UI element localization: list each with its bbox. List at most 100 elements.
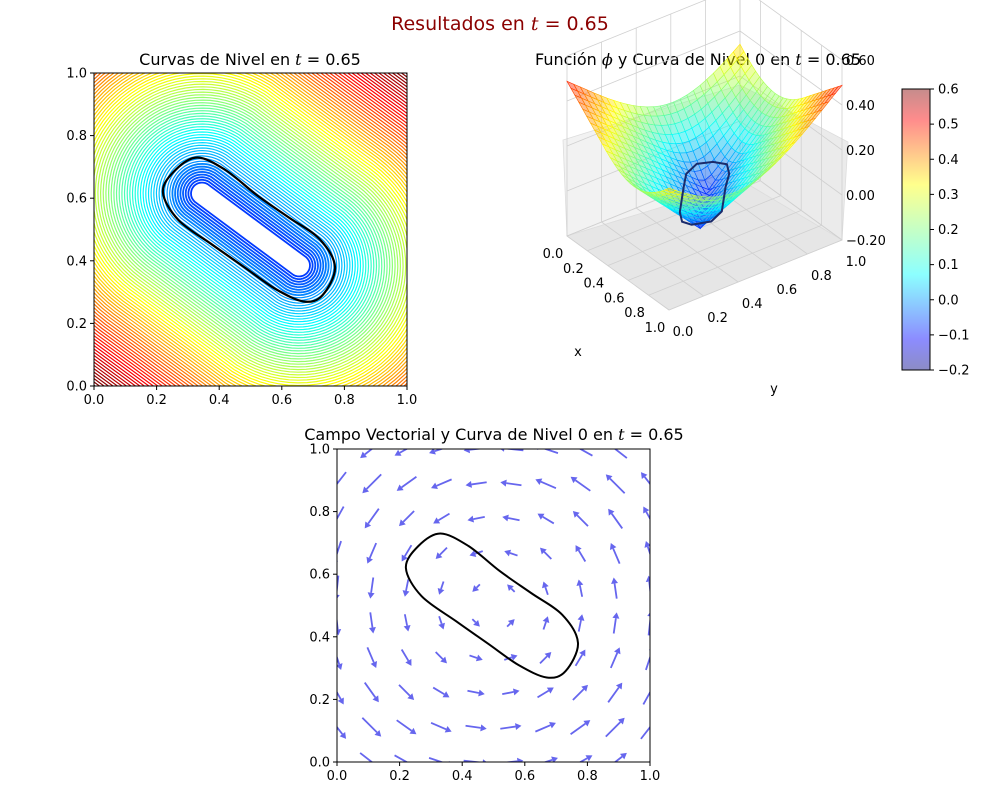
- contour-level-line: [190, 181, 311, 278]
- pane-grid-line: [601, 221, 704, 297]
- quiver-plot-area: [337, 449, 650, 762]
- contour-ytick-label: 1.0: [66, 67, 87, 82]
- colorbar-tick-label: 0.5: [938, 118, 959, 133]
- colorbar-tick-label: 0.4: [938, 153, 959, 168]
- colorbar-tick-label: 0.6: [938, 83, 959, 98]
- quiver-arrow: [398, 684, 415, 700]
- contour-level-line: [110, 102, 391, 357]
- contour-xtick-label: 0.6: [271, 393, 292, 408]
- quiver-arrow: [368, 612, 376, 634]
- surface-ztick-label: −0.20: [846, 234, 886, 249]
- quiver-arrow: [363, 682, 379, 703]
- pane-grid-line: [668, 239, 843, 311]
- contour-frame: [93, 72, 408, 387]
- surface-title: Función ϕ y Curva de Nivel 0 en t = 0.65: [535, 50, 861, 69]
- quiver-arrow: [364, 508, 380, 529]
- contour-level-line: [94, 73, 407, 386]
- contour-level-line: [97, 88, 404, 371]
- contour-level-line: [176, 168, 325, 291]
- quiver-arrow: [361, 717, 382, 737]
- quiver-arrow: [613, 449, 628, 459]
- quiver-arrow: [643, 506, 650, 521]
- contour-level-line: [121, 112, 380, 347]
- colorbar-tick-label: −0.1: [938, 328, 970, 343]
- surface-ytick-label: 0.6: [776, 283, 797, 298]
- quiver-arrow: [640, 472, 650, 486]
- quiver-arrow: [337, 690, 344, 705]
- quiver-ytick-label: 0.4: [309, 630, 330, 645]
- surface-xtick-label: 0.6: [604, 291, 625, 306]
- contour-level-line: [153, 144, 348, 315]
- contour-level-line: [102, 94, 399, 365]
- contour-xtick-label: 0.0: [84, 393, 105, 408]
- contour-ytick-label: 0.6: [66, 192, 87, 207]
- quiver-arrow: [574, 649, 586, 667]
- quiver-arrow: [642, 690, 650, 705]
- quiver-arrow: [438, 615, 445, 630]
- contour-level-line: [150, 141, 351, 318]
- quiver-arrow: [640, 725, 650, 740]
- colorbar-ticks: 0.6 0.5 0.4 0.3 0.2 0.1 0.0 −0.1 −0.2: [930, 83, 970, 379]
- contour-level-line: [118, 110, 383, 349]
- contour-ytick-label: 0.8: [66, 129, 87, 144]
- contour-level-line: [113, 104, 388, 355]
- quiver-arrow: [467, 689, 485, 697]
- contour-level-line: [158, 149, 343, 310]
- quiver-arrow: [539, 652, 552, 664]
- pane-grid-line: [566, 0, 843, 61]
- quiver-arrow: [570, 476, 591, 492]
- surface-ztick-label: 0.20: [846, 144, 875, 159]
- quiver-arrow: [542, 581, 549, 596]
- surface-mesh: [566, 43, 843, 230]
- colorbar-tick-label: 0.0: [938, 293, 959, 308]
- quiver-title: Campo Vectorial y Curva de Nivel 0 en t …: [304, 425, 683, 444]
- contour-level-line: [131, 123, 370, 336]
- surface-xtick-label: 0.8: [624, 306, 645, 321]
- quiver-xtick-label: 0.2: [389, 769, 410, 784]
- colorbar: [902, 89, 930, 370]
- surface-panel: Función ϕ y Curva de Nivel 0 en t = 0.65…: [535, 0, 970, 397]
- contour-level-line: [147, 139, 354, 320]
- colorbar-tick-label: 0.3: [938, 188, 959, 203]
- contour-level-line: [142, 134, 359, 325]
- quiver-arrow: [467, 515, 485, 523]
- contour-level-line: [145, 136, 356, 323]
- quiver-axes: 0.0 0.2 0.4 0.6 0.8 1.0 0.0 0.2 0.4 0.6 0.8 1.0: [309, 443, 660, 785]
- surface-ztick-label: 0.40: [846, 99, 875, 114]
- quiver-arrow: [607, 682, 623, 703]
- quiver-arrow: [578, 755, 593, 762]
- surface-ylabel: y: [770, 382, 778, 397]
- surface-xtick-label: 0.4: [583, 277, 604, 292]
- contour-level-line: [126, 118, 375, 341]
- quiver-ytick-label: 0.6: [309, 568, 330, 583]
- surface-ytick-label: 0.4: [742, 297, 763, 312]
- surface-ytick-label: 1.0: [846, 255, 867, 270]
- contour-level-line: [161, 152, 340, 307]
- quiver-arrow: [540, 547, 552, 560]
- quiver-arrow: [500, 723, 522, 731]
- surface-zero-level-curve: [678, 160, 731, 226]
- quiver-arrow: [611, 577, 619, 599]
- contour-level-line: [174, 165, 327, 294]
- quiver-arrow: [394, 449, 409, 456]
- contour-level-line: [94, 73, 407, 386]
- quiver-ytick-label: 0.0: [309, 756, 330, 771]
- quiver-arrow: [471, 618, 480, 627]
- quiver-xtick-label: 0.4: [452, 769, 473, 784]
- contour-level-line: [115, 107, 386, 352]
- quiver-arrow: [577, 614, 585, 632]
- contour-xtick-label: 1.0: [397, 393, 418, 408]
- quiver-frame: [336, 448, 651, 763]
- quiver-zero-level-curve: [404, 532, 580, 679]
- contour-level-line: [94, 73, 407, 386]
- quiver-arrow: [537, 513, 555, 525]
- pane-grid-line: [705, 179, 808, 255]
- contour-level-line: [105, 96, 396, 363]
- quiver-arrow: [570, 720, 591, 736]
- contour-level-line: [94, 78, 407, 381]
- quiver-xtick-label: 0.0: [327, 769, 348, 784]
- quiver-arrow: [429, 449, 445, 455]
- quiver-arrow: [535, 478, 557, 490]
- quiver-arrow: [502, 514, 520, 522]
